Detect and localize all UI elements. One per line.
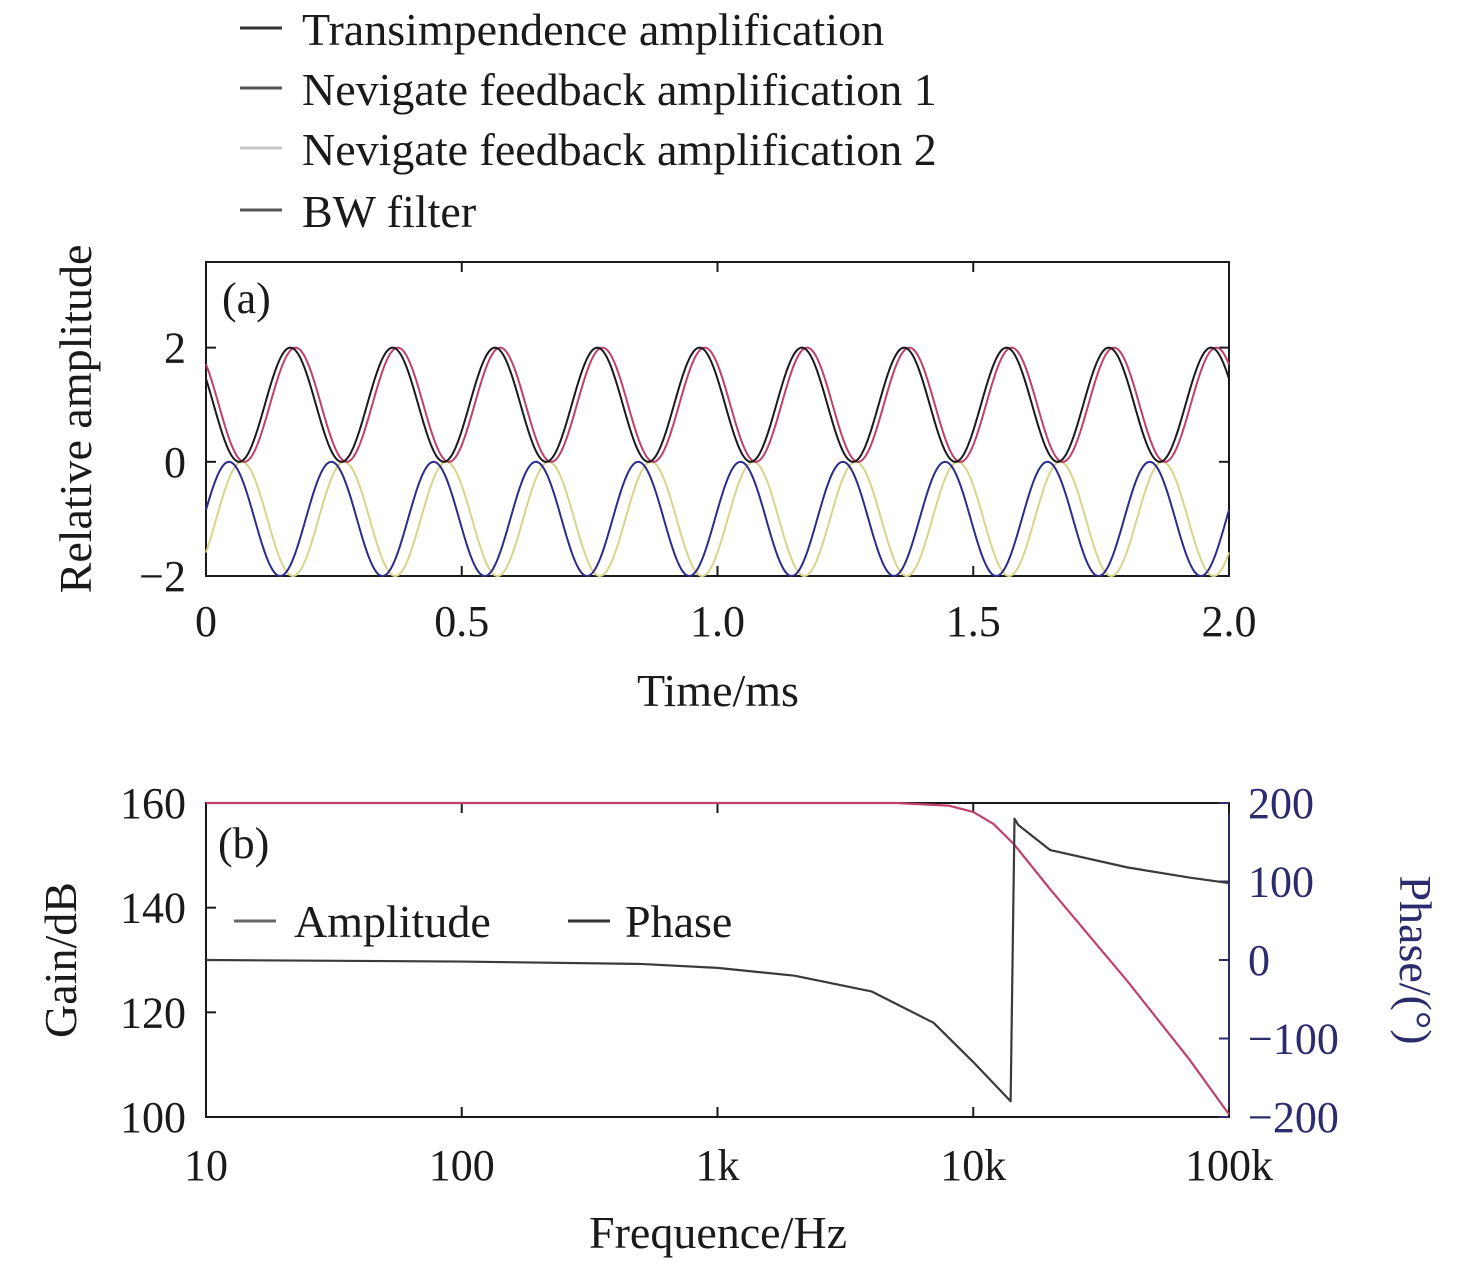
chart-a-xtick-label: 0 [195, 597, 217, 646]
chart-b-ytick-label: 100 [120, 1093, 186, 1142]
chart-b-ytick-label: 140 [120, 884, 186, 933]
chart-b-xtick-label: 100k [1185, 1141, 1273, 1190]
chart-b-ticks: 10 100 1k 10k 100k100120140160−200−100010020… [120, 779, 1339, 1190]
chart-b-xtick-label: 100 [429, 1141, 495, 1190]
chart-a-ylabel: Relative amplitude [50, 245, 101, 594]
chart-b-ytick-label: 120 [120, 988, 186, 1037]
chart-a-ytick-label: 0 [164, 438, 186, 487]
chart-a-series [205, 346, 1230, 577]
chart-a-xlabel: Time/ms [637, 665, 799, 716]
chart-a-xtick-label: 1.5 [946, 597, 1001, 646]
chart-b-y2tick-label: −100 [1248, 1015, 1339, 1064]
chart-b-series-phase [205, 817, 1230, 1103]
chart-b-xtick-label: 10k [940, 1141, 1006, 1190]
chart-b-series-amplitude [206, 801, 1230, 1116]
chart-a-panel-label: (a) [222, 274, 271, 323]
chart-a: (a) 0 0.5 1.0 1.5 2.0−202 Time/ms Relative a… [50, 245, 1257, 716]
chart-b-xlabel: Frequence/Hz [589, 1207, 847, 1258]
legend-a: Transimpendence amplification Nevigate f… [240, 4, 937, 237]
chart-b-ylabel: Gain/dB [35, 882, 86, 1038]
chart-a-series-line [205, 346, 1230, 463]
chart-a-series-line [205, 346, 1230, 463]
chart-a-series-line [205, 460, 1230, 577]
chart-b-series [205, 801, 1230, 1116]
chart-b-ytick-label: 160 [120, 779, 186, 828]
chart-a-xtick-label: 2.0 [1202, 597, 1257, 646]
chart-b-y2tick-label: −200 [1248, 1093, 1339, 1142]
chart-a-series-line [205, 460, 1230, 577]
legend-a-label-0: Transimpendence amplification [302, 4, 884, 55]
legend-b: Amplitude Phase [234, 896, 732, 947]
chart-b-panel-label: (b) [218, 819, 269, 868]
chart-b: (b) 10 100 1k 10k 100k100120140160−200−10001… [35, 779, 1441, 1258]
legend-a-label-3: BW filter [302, 186, 476, 237]
chart-a-ytick-label: −2 [139, 552, 186, 601]
chart-a-xtick-label: 1.0 [690, 597, 745, 646]
chart-a-ticks: 0 0.5 1.0 1.5 2.0−202 [139, 262, 1257, 646]
legend-b-label-amplitude: Amplitude [294, 896, 491, 947]
chart-a-xtick-label: 0.5 [434, 597, 489, 646]
chart-b-y2tick-label: 100 [1248, 858, 1314, 907]
chart-b-y2tick-label: 0 [1248, 936, 1270, 985]
chart-b-xtick-label: 10 [184, 1141, 228, 1190]
legend-a-label-1: Nevigate feedback amplification 1 [302, 64, 937, 115]
legend-a-label-2: Nevigate feedback amplification 2 [302, 124, 937, 175]
chart-b-xtick-label: 1k [696, 1141, 740, 1190]
legend-b-label-phase: Phase [625, 896, 732, 947]
chart-b-y2label: Phase/(°) [1390, 875, 1441, 1044]
chart-b-y2tick-label: 200 [1248, 779, 1314, 828]
chart-a-ytick-label: 2 [164, 324, 186, 373]
